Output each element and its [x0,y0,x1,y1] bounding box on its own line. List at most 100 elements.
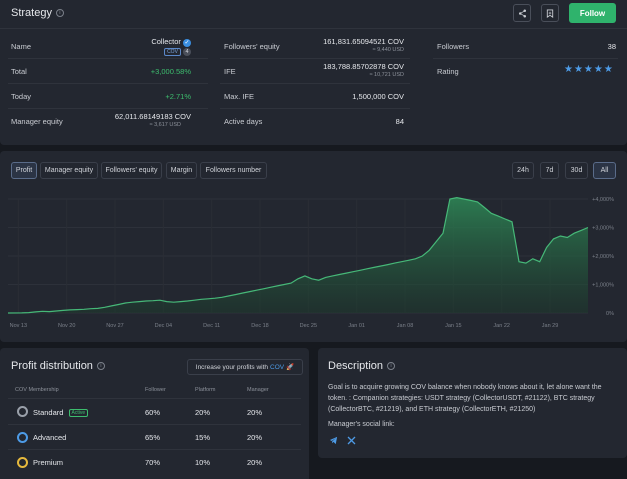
followers-value: 38 [607,42,616,51]
description-panel [318,348,627,458]
y-tick-label: +1,000% [592,283,614,289]
info-icon[interactable]: i [96,362,105,370]
x-tick-label: Dec 25 [300,323,317,329]
x-twitter-icon[interactable] [347,436,357,445]
range-30d[interactable]: 30d [565,162,588,179]
x-tick-label: Jan 01 [348,323,365,329]
y-tick-label: +3,000% [592,226,614,232]
divider [220,108,410,109]
range-24h[interactable]: 24h [512,162,534,179]
followers-equity-label: Followers' equity [224,42,280,51]
verified-icon: ✓ [183,39,191,47]
description-title: Description i [328,360,396,372]
tier-advanced: Advanced [33,433,67,442]
strategy-title: Strategy i [11,7,64,19]
increase-profits-button[interactable]: Increase your profits with COV 🚀 [187,359,303,375]
premium-manager: 20% [247,458,263,467]
divider [8,83,208,84]
divider [220,83,410,84]
followers-label: Followers [437,42,470,51]
share-button[interactable] [513,4,531,22]
profit-distribution-title: Profit distribution i [11,360,105,372]
col-follower: Follower [145,387,166,393]
premium-tier-icon [17,457,28,468]
cov-link[interactable]: COV [270,363,285,371]
x-tick-label: Nov 27 [106,323,123,329]
tier-standard: Standard Active [33,408,89,418]
ife-value: 183,788.85702878 COV [323,62,404,71]
max-ife-value: 1,500,000 COV [352,92,404,101]
followers-equity-value: 161,831.65094521 COV [323,37,404,46]
y-tick-label: +2,000% [592,254,614,260]
x-tick-label: Jan 29 [542,323,559,329]
advanced-manager: 20% [247,433,263,442]
today-label: Today [11,92,32,101]
share-icon [518,9,526,17]
standard-tier-icon [17,406,28,417]
bookmark-icon [546,8,554,18]
y-tick-label: 0% [606,311,614,317]
cov-badge: COV [164,48,181,56]
premium-follower: 70% [145,458,161,467]
description-text: Goal is to acquire growing COV balance w… [328,384,602,413]
rating-stars: ★★★★★ [564,64,614,75]
profit-distribution-panel [0,348,309,479]
strategy-panel: Strategy i Follow [0,0,627,145]
advanced-follower: 65% [145,433,161,442]
x-tick-label: Nov 20 [58,323,75,329]
tier-premium: Premium [33,458,64,467]
x-tick-label: Dec 04 [155,323,172,329]
divider [0,28,627,29]
advanced-tier-icon [17,432,28,443]
col-membership: COV Membership [15,387,59,393]
name-badges: COV 4 [100,46,191,56]
advanced-platform: 15% [195,433,211,442]
tab-profit[interactable]: Profit [11,162,37,179]
profit-area [8,197,588,313]
manager-equity-label: Manager equity [11,117,63,126]
divider [8,58,208,59]
standard-follower: 60% [145,408,161,417]
col-manager: Manager [247,387,269,393]
x-tick-label: Jan 08 [397,323,414,329]
active-days-value: 84 [395,117,404,126]
range-7d[interactable]: 7d [540,162,559,179]
telegram-icon[interactable] [329,436,338,445]
range-all[interactable]: All [593,162,616,179]
strategies-count: 4 [183,48,191,56]
tab-manager-equity[interactable]: Manager equity [40,162,98,179]
info-icon[interactable]: i [55,9,64,17]
x-tick-label: Jan 22 [493,323,510,329]
y-tick-label: +4,000% [592,197,614,203]
info-icon[interactable]: i [387,362,396,370]
ife-usd: ≈ 10,721 USD [369,72,404,78]
rating-label: Rating [437,67,459,76]
x-tick-label: Dec 18 [251,323,268,329]
divider [8,108,208,109]
tab-followers-number[interactable]: Followers number [200,162,267,179]
divider [8,398,301,399]
tab-followers-equity[interactable]: Followers' equity [101,162,162,179]
total-value: +3,000.58% [150,67,191,76]
divider [8,424,301,425]
social-link-label: Manager's social link: [328,421,395,428]
divider [8,449,301,450]
followers-equity-usd: ≈ 9,440 USD [372,47,404,53]
follow-button[interactable]: Follow [569,3,616,23]
tab-margin[interactable]: Margin [166,162,197,179]
bookmark-button[interactable] [541,4,559,22]
active-badge: Active [68,409,89,418]
profit-chart[interactable]: +4,000% +3,000% +2,000% +1,000% 0% Nov 13 Nov… [0,183,627,333]
manager-equity-value: 62,011.68149183 COV [114,112,191,121]
manager-name[interactable]: Collector ✓ [151,37,191,47]
ife-label: IFE [224,67,236,76]
x-tick-label: Nov 13 [10,323,27,329]
name-label: Name [11,42,32,51]
divider [433,58,618,59]
x-tick-label: Dec 11 [203,323,220,329]
manager-equity-usd: ≈ 3,617 USD [149,122,181,128]
standard-manager: 20% [247,408,263,417]
rocket-icon: 🚀 [286,364,295,371]
total-label: Total [11,67,27,76]
active-days-label: Active days [224,117,263,126]
